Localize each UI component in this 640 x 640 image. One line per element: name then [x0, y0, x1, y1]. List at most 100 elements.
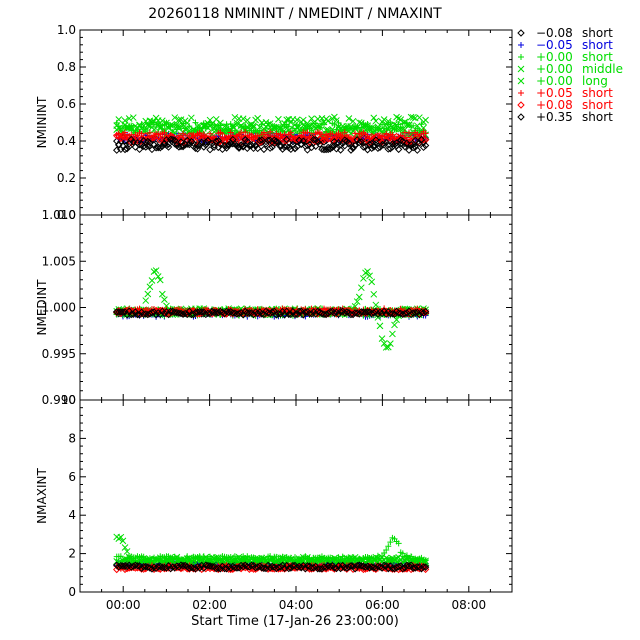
data-points [113, 267, 430, 351]
series-8 [113, 307, 430, 319]
data-point [283, 135, 291, 144]
data-point [168, 136, 177, 144]
data-point [171, 136, 179, 144]
data-point [421, 563, 430, 571]
data-point [185, 131, 193, 140]
data-point [308, 126, 315, 133]
data-point [293, 136, 301, 144]
y-tick-label: 4 [68, 508, 76, 522]
data-point [171, 308, 179, 317]
panel-1: 0.0 0.2 0.4 0.6 0.8 1.0 NMININT [35, 23, 513, 222]
data-point [260, 564, 268, 573]
data-point [299, 116, 307, 124]
data-point [384, 145, 392, 153]
data-point [195, 141, 204, 150]
data-point [115, 116, 123, 123]
data-point [321, 121, 328, 128]
data-point [113, 119, 120, 126]
data-point [324, 135, 332, 143]
data-point [173, 556, 181, 564]
data-point [395, 115, 403, 122]
data-point [334, 310, 343, 319]
data-point [374, 125, 382, 133]
data-point [171, 564, 179, 572]
data-point [420, 124, 427, 132]
data-point [380, 116, 388, 123]
data-point [164, 143, 173, 151]
data-point [364, 557, 371, 564]
data-point [254, 132, 261, 139]
data-point [276, 563, 285, 571]
data-point [187, 563, 196, 572]
y-tick-label: 1.0 [57, 23, 76, 37]
data-point [202, 138, 210, 146]
data-point [376, 308, 384, 317]
data-point [363, 146, 372, 154]
data-point [376, 322, 384, 330]
legend-marker [517, 77, 525, 85]
data-point [388, 140, 397, 148]
data-point [365, 138, 374, 147]
legend: −0.08 short −0.05 short +0.00 short +0.00 middl… [517, 26, 623, 124]
data-point [123, 548, 131, 555]
data-point [360, 275, 367, 282]
data-point [295, 123, 303, 130]
data-point [208, 307, 216, 316]
data-point [212, 137, 220, 145]
y-tick-label: 0 [68, 585, 76, 599]
data-point [389, 330, 396, 338]
legend-marker [518, 54, 524, 60]
data-point [343, 308, 351, 316]
data-point [385, 543, 392, 550]
data-point [322, 310, 330, 319]
data-point [308, 115, 315, 122]
data-point [287, 134, 295, 142]
data-point [253, 144, 262, 153]
data-point [283, 116, 291, 124]
data-point [251, 141, 260, 150]
data-point [224, 308, 233, 316]
data-point [303, 562, 312, 570]
data-point [299, 311, 307, 319]
data-point [357, 138, 366, 146]
data-point [378, 309, 386, 318]
data-point [374, 562, 382, 570]
data-point [204, 136, 212, 145]
data-point [336, 562, 345, 571]
data-point [322, 556, 330, 563]
data-point [403, 121, 411, 129]
data-point [216, 140, 225, 148]
data-point [163, 556, 170, 563]
data-point [419, 135, 428, 144]
data-point [250, 122, 257, 129]
panel-3: 0 2 4 6 8 10 00:00 02:00 04:00 06:00 08:00 NMAXINT [35, 393, 513, 612]
data-point [268, 556, 276, 563]
legend-value: −0.05 [536, 38, 573, 52]
data-point [372, 117, 380, 125]
data-point [390, 140, 399, 149]
y-tick-label: 1.000 [42, 301, 76, 315]
data-point [289, 561, 297, 570]
data-point [301, 308, 310, 316]
data-point [119, 562, 127, 570]
data-point [336, 307, 345, 316]
data-point [266, 144, 274, 152]
data-point [357, 284, 365, 292]
data-point [156, 276, 164, 284]
chart-title: 20260118 NMININT / NMEDINT / NMAXINT [148, 6, 442, 22]
legend-band: short [582, 38, 613, 52]
data-point [397, 562, 405, 570]
data-point [189, 139, 198, 147]
data-point [177, 116, 185, 124]
x-tick-label: 02:00 [192, 598, 227, 612]
data-point [351, 141, 359, 150]
series-8 [113, 561, 430, 573]
data-point [224, 307, 233, 315]
legend-band: middle [582, 62, 623, 76]
data-point [297, 563, 305, 571]
data-point [169, 121, 177, 129]
data-point [179, 141, 187, 150]
data-point [363, 308, 372, 316]
y-tick-label: 1.010 [42, 208, 76, 222]
